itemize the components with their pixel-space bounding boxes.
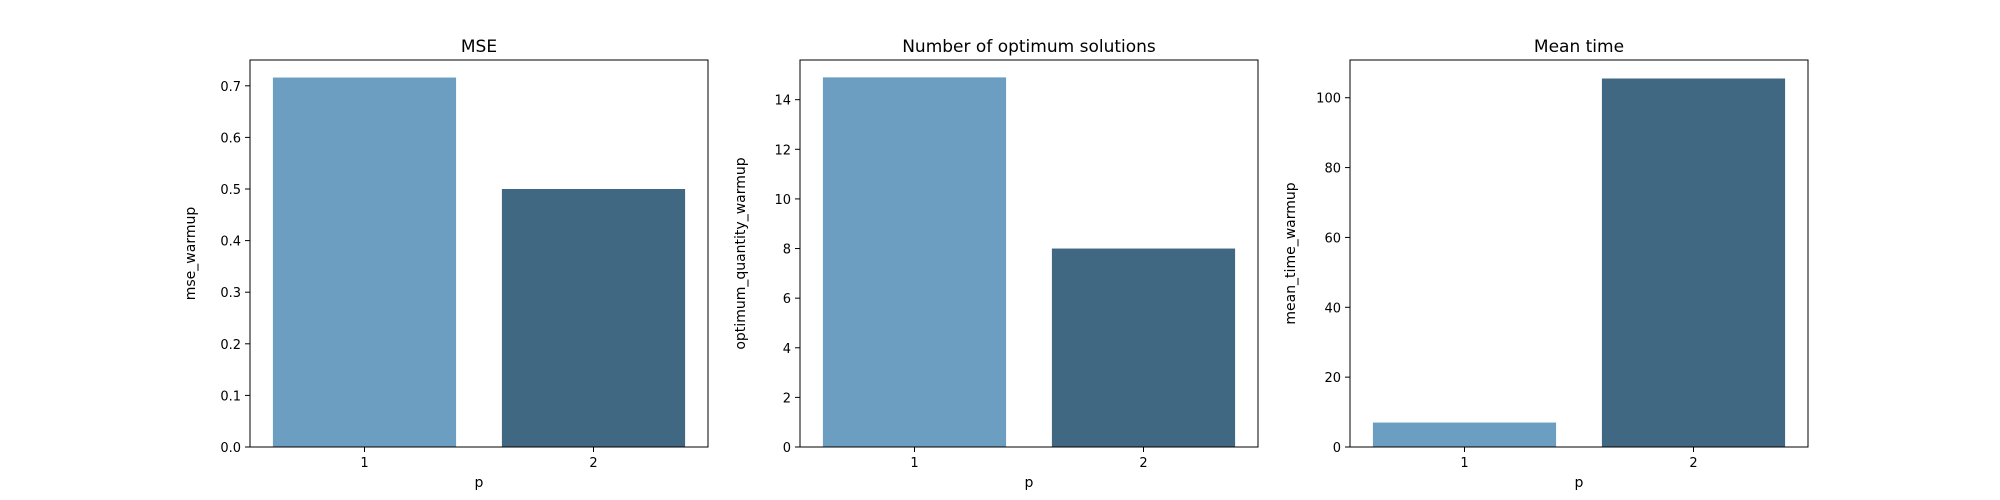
x-tick-label: 1 [360, 456, 368, 471]
y-tick-label: 100 [1316, 92, 1341, 107]
bar-2 [501, 189, 686, 447]
bar-1 [1372, 422, 1557, 447]
y-tick-label: 2 [783, 391, 791, 406]
x-tick-label: 1 [1460, 456, 1468, 471]
y-tick-label: 0.1 [220, 389, 241, 404]
bar-1 [822, 77, 1007, 447]
y-tick-label: 10 [774, 193, 791, 208]
y-tick-label: 14 [774, 94, 791, 109]
y-axis-label: mse_warmup [183, 207, 199, 301]
x-axis-label: p [1575, 475, 1584, 491]
y-tick-label: 0.6 [220, 131, 241, 146]
x-axis-label: p [475, 475, 484, 491]
axes-frame [799, 59, 1259, 448]
chart-panel-3: 0 20 40 60 80 100 1 2 Mean time p mean_time_warmup [1283, 37, 1809, 491]
y-tick-label: 0.7 [220, 80, 241, 95]
chart-title: Number of optimum solutions [902, 37, 1156, 57]
bar-2 [1601, 78, 1786, 448]
x-tick-label: 2 [589, 456, 597, 471]
y-tick-label: 12 [774, 143, 791, 158]
y-axis-label: optimum_quantity_warmup [733, 157, 749, 349]
axes-frame [249, 59, 709, 448]
y-tick-label: 8 [783, 243, 791, 258]
y-tick-label: 40 [1324, 301, 1341, 316]
axes-frame [1349, 59, 1809, 448]
x-axis-label: p [1025, 475, 1034, 491]
y-tick-label: 4 [783, 342, 791, 357]
x-tick-label: 2 [1689, 456, 1697, 471]
chart-panel-1: 0.0 0.1 0.2 0.3 0.4 0.5 0.6 0.7 1 2 MSE p mse_warmup [183, 37, 709, 491]
x-tick-label: 1 [910, 456, 918, 471]
bar-2 [1051, 248, 1236, 447]
y-tick-label: 80 [1324, 162, 1341, 177]
chart-title: MSE [461, 37, 497, 57]
y-tick-label: 0.5 [220, 183, 241, 198]
y-axis-label: mean_time_warmup [1283, 182, 1299, 324]
y-tick-label: 6 [783, 292, 791, 307]
y-tick-label: 20 [1324, 371, 1341, 386]
y-tick-label: 0 [783, 441, 791, 456]
chart-title: Mean time [1534, 37, 1624, 57]
y-tick-label: 0 [1333, 441, 1341, 456]
y-tick-label: 60 [1324, 231, 1341, 246]
bar-1 [272, 77, 457, 447]
x-tick-label: 2 [1139, 456, 1147, 471]
y-tick-label: 0.2 [220, 338, 241, 353]
y-tick-label: 0.3 [220, 286, 241, 301]
y-tick-label: 0.0 [220, 441, 241, 456]
y-tick-label: 0.4 [220, 235, 241, 250]
